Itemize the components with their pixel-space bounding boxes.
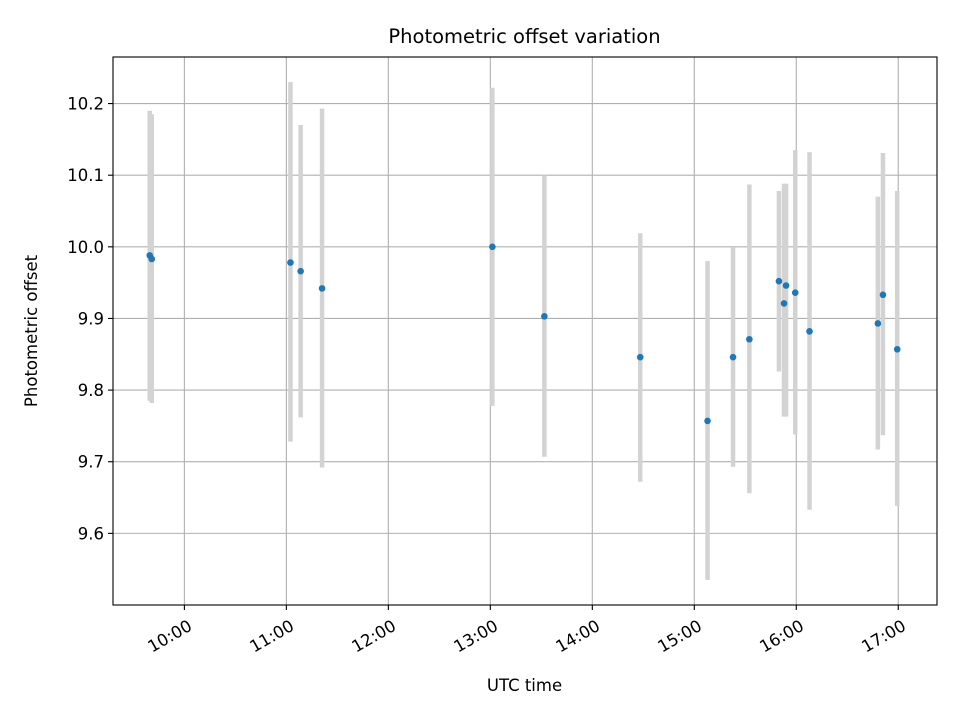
x-tick-label: 14:00 [552, 616, 603, 656]
data-point [775, 277, 783, 285]
y-tick-label: 10.0 [67, 238, 104, 257]
data-point [791, 289, 799, 296]
data-point [879, 291, 887, 299]
data-point [893, 345, 901, 353]
data-point [297, 267, 304, 275]
y-tick-label: 9.7 [78, 453, 104, 472]
y-axis-label: Photometric offset [22, 254, 41, 407]
grid [113, 57, 937, 605]
chart-title: Photometric offset variation [388, 25, 660, 48]
data-point [874, 320, 882, 327]
data-point [780, 300, 788, 307]
data-points [146, 243, 901, 425]
data-point [318, 285, 326, 292]
x-tick-label: 13:00 [450, 616, 501, 656]
data-point [782, 282, 790, 289]
y-tick-label: 9.6 [78, 524, 104, 543]
data-point [704, 417, 711, 425]
x-axis-ticks: 10:00 11:00 12:00 13:00 14:00 15:00 16:00 17:00 [145, 605, 909, 656]
y-tick-label: 10.2 [67, 95, 104, 114]
data-point [489, 243, 496, 251]
data-point [636, 353, 644, 361]
data-point [541, 313, 548, 320]
x-tick-label: 15:00 [654, 616, 705, 656]
plot-frame [112, 56, 938, 606]
x-tick-label: 11:00 [247, 616, 298, 656]
x-tick-label: 12:00 [349, 616, 400, 656]
error-bars [147, 82, 900, 580]
data-point [729, 353, 737, 361]
data-point [746, 335, 753, 343]
y-axis-ticks: 9.6 9.7 9.8 9.9 10.0 10.1 10.2 [67, 95, 113, 543]
x-tick-label: 17:00 [858, 616, 909, 656]
y-tick-label: 10.1 [67, 166, 104, 185]
data-point [287, 259, 294, 266]
x-tick-label: 16:00 [756, 616, 807, 656]
data-point [148, 255, 156, 263]
y-tick-label: 9.8 [78, 381, 104, 400]
data-point [806, 328, 813, 335]
x-axis-label: UTC time [487, 676, 562, 695]
x-tick-label: 10:00 [145, 616, 196, 656]
y-tick-label: 9.9 [78, 309, 104, 328]
